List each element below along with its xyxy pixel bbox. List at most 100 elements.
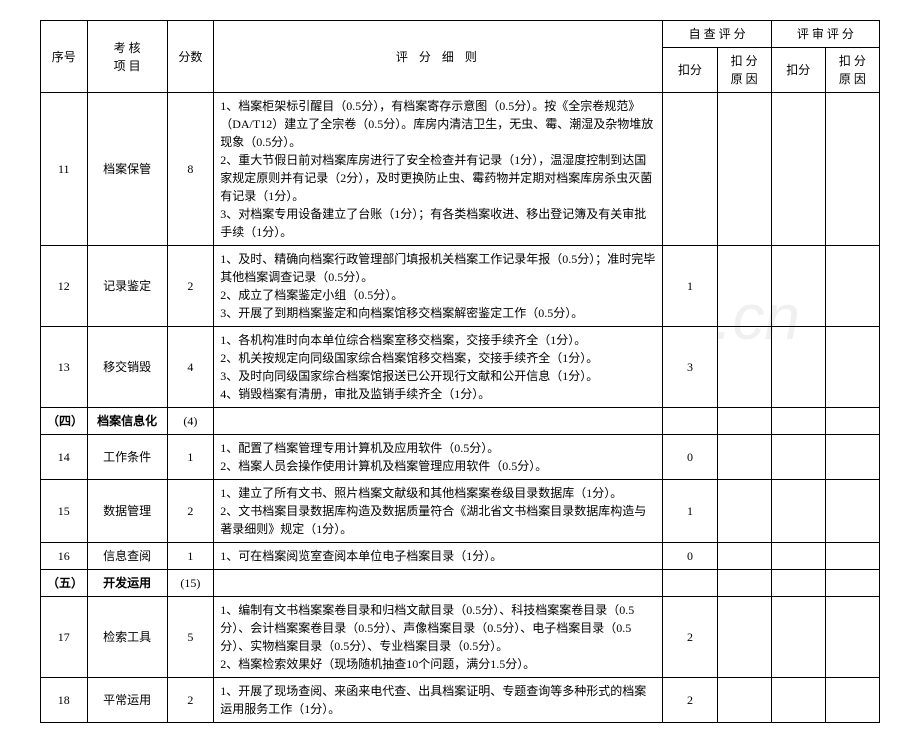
cell-detail — [214, 408, 663, 435]
cell-self-reason — [717, 327, 771, 408]
cell-review-reason — [825, 597, 879, 678]
cell-self-reason — [717, 408, 771, 435]
cell-detail: 1、建立了所有文书、照片档案文献级和其他档案案卷级目录数据库（1分）。 2、文书… — [214, 480, 663, 543]
header-self-group: 自 查 评 分 — [663, 21, 771, 48]
cell-score: 2 — [167, 480, 214, 543]
cell-review-reason — [825, 480, 879, 543]
header-review-reason: 扣 分 原 因 — [825, 48, 879, 93]
cell-detail: 1、各机构准时向本单位综合档案室移交档案，交接手续齐全（1分）。 2、机关按规定… — [214, 327, 663, 408]
cell-review-deduct — [771, 543, 825, 570]
cell-score: 2 — [167, 678, 214, 723]
cell-item: 信息查阅 — [87, 543, 167, 570]
assessment-table: 序号 考 核 项 目 分数 评 分 细 则 自 查 评 分 评 审 评 分 扣分… — [40, 20, 880, 723]
cell-item: 记录鉴定 — [87, 246, 167, 327]
table-row: 18平常运用21、开展了现场查阅、来函来电代查、出具档案证明、专题查询等多种形式… — [41, 678, 880, 723]
cell-review-deduct — [771, 570, 825, 597]
cell-review-reason — [825, 246, 879, 327]
cell-detail: 1、编制有文书档案案卷目录和归档文献目录（0.5分）、科技档案案卷目录（0.5分… — [214, 597, 663, 678]
cell-self-reason — [717, 678, 771, 723]
cell-review-deduct — [771, 435, 825, 480]
cell-review-reason — [825, 327, 879, 408]
header-seq: 序号 — [41, 21, 88, 93]
header-row-1: 序号 考 核 项 目 分数 评 分 细 则 自 查 评 分 评 审 评 分 — [41, 21, 880, 48]
cell-self-deduct — [663, 93, 717, 246]
header-self-deduct: 扣分 — [663, 48, 717, 93]
cell-item: 检索工具 — [87, 597, 167, 678]
table-row: 11档案保管81、档案柜架标引醒目（0.5分），有档案寄存示意图（0.5分）。按… — [41, 93, 880, 246]
cell-review-reason — [825, 570, 879, 597]
cell-self-deduct: 1 — [663, 246, 717, 327]
cell-self-reason — [717, 597, 771, 678]
cell-seq: （四） — [41, 408, 88, 435]
cell-self-deduct: 2 — [663, 597, 717, 678]
cell-review-reason — [825, 678, 879, 723]
cell-detail: 1、及时、精确向档案行政管理部门填报机关档案工作记录年报（0.5分）；准时完毕其… — [214, 246, 663, 327]
table-row: 15数据管理21、建立了所有文书、照片档案文献级和其他档案案卷级目录数据库（1分… — [41, 480, 880, 543]
cell-self-deduct — [663, 570, 717, 597]
cell-score: 2 — [167, 246, 214, 327]
cell-score: (4) — [167, 408, 214, 435]
header-score: 分数 — [167, 21, 214, 93]
table-row: 17检索工具51、编制有文书档案案卷目录和归档文献目录（0.5分）、科技档案案卷… — [41, 597, 880, 678]
cell-score: 5 — [167, 597, 214, 678]
cell-item: 移交销毁 — [87, 327, 167, 408]
table-row: 14工作条件11、配置了档案管理专用计算机及应用软件（0.5分）。 2、档案人员… — [41, 435, 880, 480]
cell-item: 平常运用 — [87, 678, 167, 723]
cell-review-deduct — [771, 597, 825, 678]
cell-review-reason — [825, 543, 879, 570]
table-row: 16信息查阅11、可在档案阅览室查阅本单位电子档案目录（1分）。0 — [41, 543, 880, 570]
cell-detail: 1、配置了档案管理专用计算机及应用软件（0.5分）。 2、档案人员会操作使用计算… — [214, 435, 663, 480]
cell-seq: 13 — [41, 327, 88, 408]
cell-seq: 18 — [41, 678, 88, 723]
cell-self-reason — [717, 543, 771, 570]
cell-review-deduct — [771, 246, 825, 327]
cell-review-reason — [825, 93, 879, 246]
cell-score: (15) — [167, 570, 214, 597]
cell-review-deduct — [771, 480, 825, 543]
table-row: （五）开发运用(15) — [41, 570, 880, 597]
cell-seq: 12 — [41, 246, 88, 327]
cell-self-deduct: 0 — [663, 543, 717, 570]
table-row: （四）档案信息化(4) — [41, 408, 880, 435]
cell-item: 档案保管 — [87, 93, 167, 246]
table-row: 13移交销毁41、各机构准时向本单位综合档案室移交档案，交接手续齐全（1分）。 … — [41, 327, 880, 408]
cell-review-deduct — [771, 93, 825, 246]
cell-detail — [214, 570, 663, 597]
cell-self-reason — [717, 246, 771, 327]
cell-self-deduct — [663, 408, 717, 435]
cell-detail: 1、可在档案阅览室查阅本单位电子档案目录（1分）。 — [214, 543, 663, 570]
cell-self-reason — [717, 570, 771, 597]
cell-review-reason — [825, 408, 879, 435]
header-item: 考 核 项 目 — [87, 21, 167, 93]
cell-review-deduct — [771, 327, 825, 408]
header-self-reason: 扣 分 原 因 — [717, 48, 771, 93]
cell-score: 4 — [167, 327, 214, 408]
cell-item: 工作条件 — [87, 435, 167, 480]
cell-self-reason — [717, 480, 771, 543]
cell-self-deduct: 2 — [663, 678, 717, 723]
header-review-deduct: 扣分 — [771, 48, 825, 93]
cell-review-deduct — [771, 408, 825, 435]
cell-self-deduct: 0 — [663, 435, 717, 480]
cell-item: 数据管理 — [87, 480, 167, 543]
cell-score: 1 — [167, 543, 214, 570]
cell-seq: 15 — [41, 480, 88, 543]
header-detail: 评 分 细 则 — [214, 21, 663, 93]
cell-detail: 1、开展了现场查阅、来函来电代查、出具档案证明、专题查询等多种形式的档案运用服务… — [214, 678, 663, 723]
cell-seq: 14 — [41, 435, 88, 480]
cell-self-reason — [717, 93, 771, 246]
cell-self-deduct: 3 — [663, 327, 717, 408]
cell-item: 档案信息化 — [87, 408, 167, 435]
cell-detail: 1、档案柜架标引醒目（0.5分），有档案寄存示意图（0.5分）。按《全宗卷规范》… — [214, 93, 663, 246]
cell-score: 8 — [167, 93, 214, 246]
cell-review-deduct — [771, 678, 825, 723]
cell-review-reason — [825, 435, 879, 480]
cell-seq: 16 — [41, 543, 88, 570]
header-review-group: 评 审 评 分 — [771, 21, 879, 48]
cell-score: 1 — [167, 435, 214, 480]
cell-seq: （五） — [41, 570, 88, 597]
cell-self-reason — [717, 435, 771, 480]
cell-item: 开发运用 — [87, 570, 167, 597]
cell-self-deduct: 1 — [663, 480, 717, 543]
cell-seq: 17 — [41, 597, 88, 678]
